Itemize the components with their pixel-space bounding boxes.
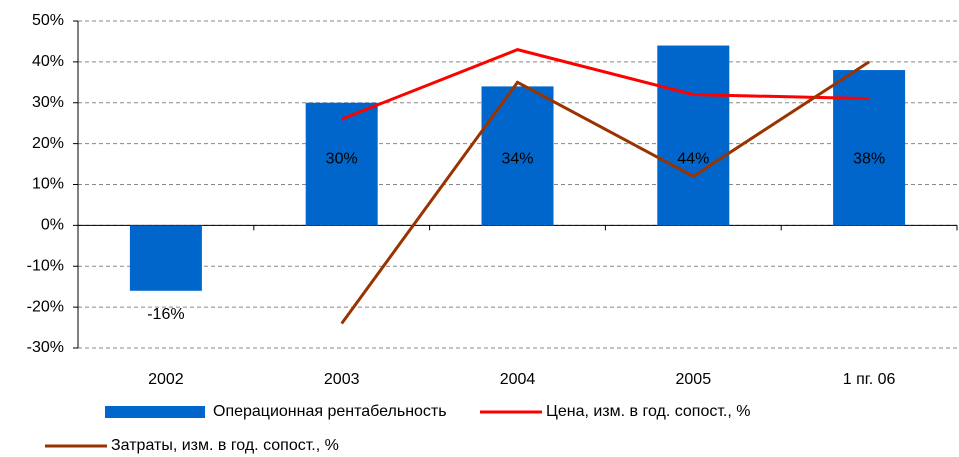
y-tick-label: -20% [27, 298, 64, 315]
bar [481, 86, 554, 226]
bar [657, 45, 730, 226]
legend-label: Операционная рентабельность [213, 403, 447, 420]
value-label: 44% [677, 151, 709, 168]
x-tick-label: 2005 [676, 371, 712, 388]
legend-swatch [105, 406, 205, 418]
legend-label: Затраты, изм. в год. сопост., % [111, 437, 339, 454]
line [340, 60, 870, 325]
value-label: 38% [853, 151, 885, 168]
y-tick-label: 10% [32, 176, 64, 193]
y-tick-label: 0% [41, 217, 64, 234]
y-tick-label: 50% [32, 12, 64, 29]
bar [129, 225, 202, 291]
bar [833, 70, 906, 226]
value-label: 34% [501, 151, 533, 168]
y-tick-label: -10% [27, 257, 64, 274]
x-tick-label: 1 пг. 06 [843, 371, 896, 388]
y-tick-label: 30% [32, 94, 64, 111]
x-tick-label: 2004 [500, 371, 536, 388]
value-label: -16% [147, 306, 184, 323]
x-tick-label: 2003 [324, 371, 360, 388]
x-tick-label: 2002 [148, 371, 184, 388]
line [341, 48, 870, 121]
bar [305, 102, 378, 226]
value-label: 30% [326, 151, 358, 168]
y-tick-label: 20% [32, 135, 64, 152]
y-tick-label: 40% [32, 53, 64, 70]
legend-label: Цена, изм. в год. сопост., % [546, 403, 750, 420]
y-tick-label: -30% [27, 339, 64, 356]
